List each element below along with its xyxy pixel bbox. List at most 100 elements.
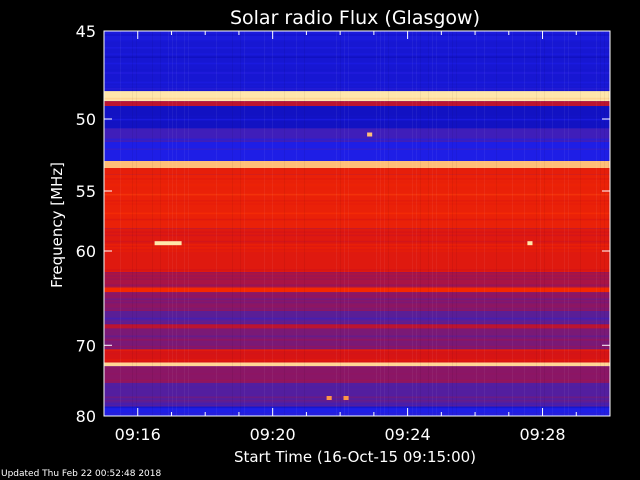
band-texture [104, 203, 610, 205]
band-texture [104, 69, 610, 71]
x-tick-label: 09:28 [519, 425, 565, 444]
band-texture [104, 240, 610, 243]
band-texture [104, 231, 610, 233]
y-tick-label: 70 [76, 336, 96, 355]
noise-column [396, 31, 397, 416]
noise-column [416, 31, 417, 416]
noise-column [216, 31, 217, 416]
band-texture [104, 212, 610, 215]
band-texture [104, 184, 610, 186]
band-texture [104, 178, 610, 180]
noise-column [264, 31, 265, 416]
band-texture [104, 138, 610, 141]
noise-column [564, 31, 565, 416]
axes: 45 50 55 60 70 80 09:16 09:20 09:24 09:28 [76, 22, 611, 444]
noise-column [388, 31, 389, 416]
noise-column [284, 31, 285, 416]
band-texture [104, 403, 610, 405]
band-texture [104, 244, 610, 246]
band-texture [104, 278, 610, 280]
y-tick-label: 55 [76, 182, 96, 201]
band-texture [104, 47, 610, 49]
band-texture [104, 128, 610, 131]
updated-timestamp: Updated Thu Feb 22 00:52:48 2018 [1, 469, 162, 479]
noise-column [340, 31, 341, 416]
band-texture [104, 269, 610, 271]
noise-column [132, 31, 133, 416]
noise-column [540, 31, 541, 416]
noise-column [120, 31, 121, 416]
band-texture [104, 200, 610, 202]
band-texture [104, 234, 610, 237]
noise-column [484, 31, 485, 416]
burst-event [343, 396, 349, 400]
band-texture [104, 118, 610, 121]
band-texture [104, 406, 610, 409]
band-texture [104, 412, 610, 415]
x-tick-label: 09:16 [115, 425, 161, 444]
frequency-band [104, 328, 610, 350]
noise-column [296, 31, 297, 416]
band-texture [104, 187, 610, 190]
band-texture [104, 97, 610, 100]
band-texture [104, 324, 610, 327]
noise-column [380, 31, 381, 416]
burst-event [367, 132, 373, 137]
band-texture [104, 250, 610, 252]
burst-event [527, 241, 533, 246]
frequency-band [104, 31, 610, 41]
burst-event [326, 396, 332, 400]
y-tick-label: 50 [76, 110, 96, 129]
band-texture [104, 84, 610, 87]
band-texture [104, 115, 610, 118]
noise-column [172, 31, 173, 416]
noise-column [412, 31, 413, 416]
band-texture [104, 345, 610, 348]
noise-column [344, 31, 345, 416]
band-texture [104, 72, 610, 74]
noise-column [428, 31, 429, 416]
noise-column [152, 31, 153, 416]
noise-column [420, 31, 421, 416]
x-axis-label: Start Time (16-Oct-15 09:15:00) [234, 448, 476, 466]
band-texture [104, 321, 610, 323]
noise-column [188, 31, 189, 416]
band-texture [104, 284, 610, 286]
noise-column [376, 31, 377, 416]
noise-column [456, 31, 457, 416]
y-tick-label: 80 [76, 407, 96, 426]
noise-column [336, 31, 337, 416]
band-texture [104, 386, 610, 389]
frequency-band [104, 311, 610, 325]
frequency-band [104, 406, 610, 416]
noise-column [244, 31, 245, 416]
chart-title: Solar radio Flux (Glasgow) [230, 7, 480, 29]
band-texture [104, 218, 610, 221]
noise-column [168, 31, 169, 416]
noise-column [136, 31, 137, 416]
band-texture [104, 81, 610, 84]
frequency-band [104, 362, 610, 367]
band-texture [104, 88, 610, 90]
frequency-band [104, 161, 610, 168]
band-texture [104, 275, 610, 277]
frequency-band [104, 142, 610, 161]
band-texture [104, 396, 610, 399]
frequency-band [104, 101, 610, 107]
y-tick-label: 60 [76, 242, 96, 261]
band-texture [104, 40, 610, 43]
frequency-band [104, 168, 610, 175]
band-texture [104, 373, 610, 375]
noise-column [524, 31, 525, 416]
band-texture [104, 272, 610, 274]
band-texture [104, 335, 610, 338]
band-texture [104, 193, 610, 196]
noise-column [604, 31, 605, 416]
noise-column [536, 31, 537, 416]
band-texture [104, 298, 610, 301]
noise-column [272, 31, 273, 416]
noise-column [348, 31, 349, 416]
noise-column [304, 31, 305, 416]
x-tick-label: 09:20 [250, 425, 296, 444]
noise-column [436, 31, 437, 416]
